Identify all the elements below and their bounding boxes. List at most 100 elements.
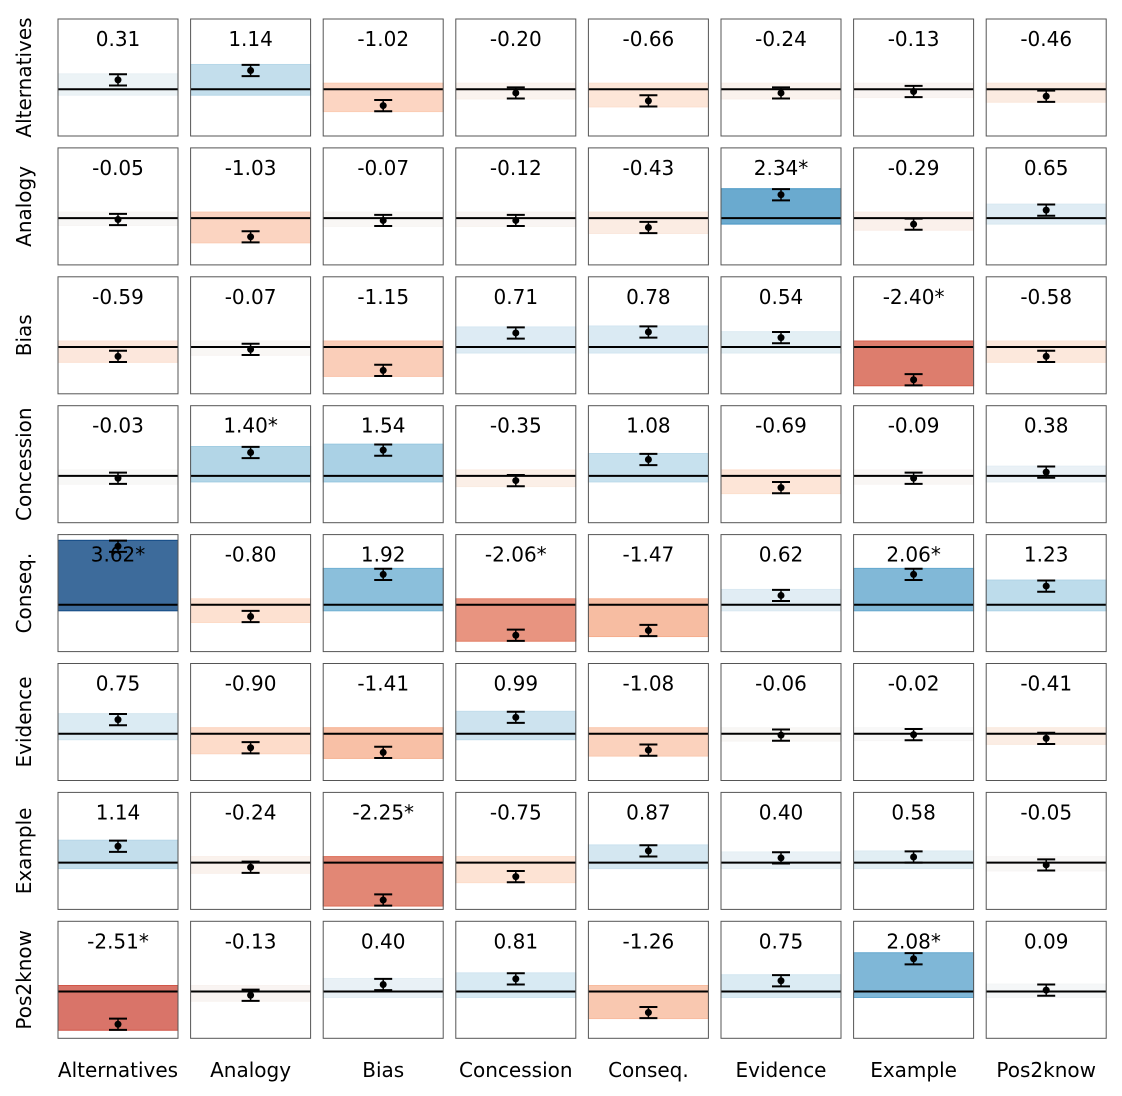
cell-concession-conseq: 1.08: [587, 405, 709, 524]
point-estimate: [247, 233, 255, 241]
column-labels: Alternatives Analogy Bias Concession Conseq.…: [58, 1058, 1096, 1082]
point-estimate: [910, 731, 918, 739]
cell-frame: [985, 18, 1107, 137]
cell-frame: [985, 276, 1107, 395]
cell-evidence-bias: -1.41: [322, 663, 444, 781]
value-label: -0.46: [1020, 27, 1072, 51]
value-label: -1.03: [225, 156, 277, 180]
row-label-conseq: Conseq.: [12, 553, 36, 634]
cell-evidence-analogy: -0.90: [190, 663, 312, 781]
value-label: 0.31: [96, 27, 141, 51]
row-label-alternatives: Alternatives: [12, 17, 36, 137]
cell-frame: [985, 791, 1107, 910]
cell-frame: [190, 920, 312, 1039]
cell-alternatives-concession: -0.20: [455, 18, 577, 137]
row-label-example: Example: [12, 808, 36, 895]
cell-alternatives-conseq: -0.66: [587, 18, 709, 137]
cell-alternatives-analogy: 1.14: [190, 18, 312, 137]
cell-analogy-conseq: -0.43: [587, 147, 709, 266]
point-estimate: [1042, 468, 1050, 476]
point-estimate: [777, 731, 785, 739]
value-label: -0.59: [92, 285, 144, 309]
column-label-analogy: Analogy: [210, 1058, 291, 1082]
point-estimate: [247, 345, 255, 353]
cell-frame: [720, 791, 842, 910]
cell-concession-example: -0.09: [853, 405, 975, 524]
value-label: -0.05: [92, 156, 144, 180]
cell-frame: [853, 276, 975, 395]
value-label: -0.07: [225, 285, 277, 309]
cell-evidence-evidence: -0.06: [720, 663, 842, 781]
point-estimate: [910, 853, 918, 861]
cell-example-pos2know: -0.05: [985, 791, 1107, 910]
value-label: 0.38: [1024, 414, 1069, 438]
point-estimate: [114, 1020, 122, 1028]
cell-bias-concession: 0.71: [455, 276, 577, 395]
cell-frame: [190, 405, 312, 524]
value-label: -0.07: [357, 156, 409, 180]
value-label: -0.13: [225, 929, 277, 953]
cell-example-analogy: -0.24: [190, 791, 312, 910]
column-label-concession: Concession: [459, 1058, 573, 1082]
point-estimate: [114, 542, 122, 550]
cell-frame: [587, 405, 709, 524]
point-estimate: [379, 748, 387, 756]
value-label: 1.54: [361, 414, 406, 438]
cell-conseq-analogy: -0.80: [190, 534, 312, 653]
cell-analogy-evidence: 2.34*: [720, 147, 842, 266]
value-label: -2.40*: [883, 285, 945, 309]
cell-evidence-example: -0.02: [853, 663, 975, 781]
point-estimate: [644, 1009, 652, 1017]
cell-conseq-pos2know: 1.23: [985, 534, 1107, 653]
value-label: 0.54: [759, 285, 804, 309]
cell-frame: [190, 276, 312, 395]
cell-frame: [985, 663, 1107, 781]
cell-frame: [455, 534, 577, 653]
value-label: -0.05: [1020, 800, 1072, 824]
value-label: -0.03: [92, 414, 144, 438]
cell-concession-concession: -0.35: [455, 405, 577, 524]
cell-frame: [587, 147, 709, 266]
point-estimate: [644, 627, 652, 635]
point-estimate: [512, 873, 520, 881]
value-label: -2.06*: [485, 543, 547, 567]
point-estimate: [114, 474, 122, 482]
value-label: 0.58: [891, 800, 936, 824]
value-label: 1.92: [361, 543, 406, 567]
cell-frame: [57, 147, 179, 266]
point-estimate: [114, 352, 122, 360]
point-estimate: [777, 484, 785, 492]
point-estimate: [114, 216, 122, 224]
cell-frame: [853, 791, 975, 910]
value-label: 0.40: [759, 800, 804, 824]
cell-example-example: 0.58: [853, 791, 975, 910]
cell-bias-evidence: 0.54: [720, 276, 842, 395]
cell-bias-pos2know: -0.58: [985, 276, 1107, 395]
cell-frame: [322, 147, 444, 266]
point-estimate: [247, 744, 255, 752]
cell-frame: [587, 276, 709, 395]
value-label: -0.24: [225, 800, 277, 824]
value-label: 2.08*: [886, 929, 941, 953]
point-estimate: [512, 713, 520, 721]
cell-frame: [57, 663, 179, 781]
column-label-conseq: Conseq.: [608, 1058, 689, 1082]
value-label: -0.35: [490, 414, 542, 438]
cell-frame: [587, 663, 709, 781]
cell-frame: [190, 147, 312, 266]
cell-analogy-pos2know: 0.65: [985, 147, 1107, 266]
cell-alternatives-pos2know: -0.46: [985, 18, 1107, 137]
point-estimate: [777, 977, 785, 985]
cell-frame: [720, 663, 842, 781]
cell-pos2know-example: 2.08*: [853, 920, 975, 1039]
value-label: 0.71: [494, 285, 539, 309]
point-estimate: [379, 216, 387, 224]
cell-pos2know-conseq: -1.26: [587, 920, 709, 1039]
cell-evidence-pos2know: -0.41: [985, 663, 1107, 781]
row-label-evidence: Evidence: [12, 676, 36, 767]
cell-frame: [720, 405, 842, 524]
cell-frame: [57, 534, 179, 653]
value-label: -0.13: [888, 27, 940, 51]
cell-frame: [190, 534, 312, 653]
